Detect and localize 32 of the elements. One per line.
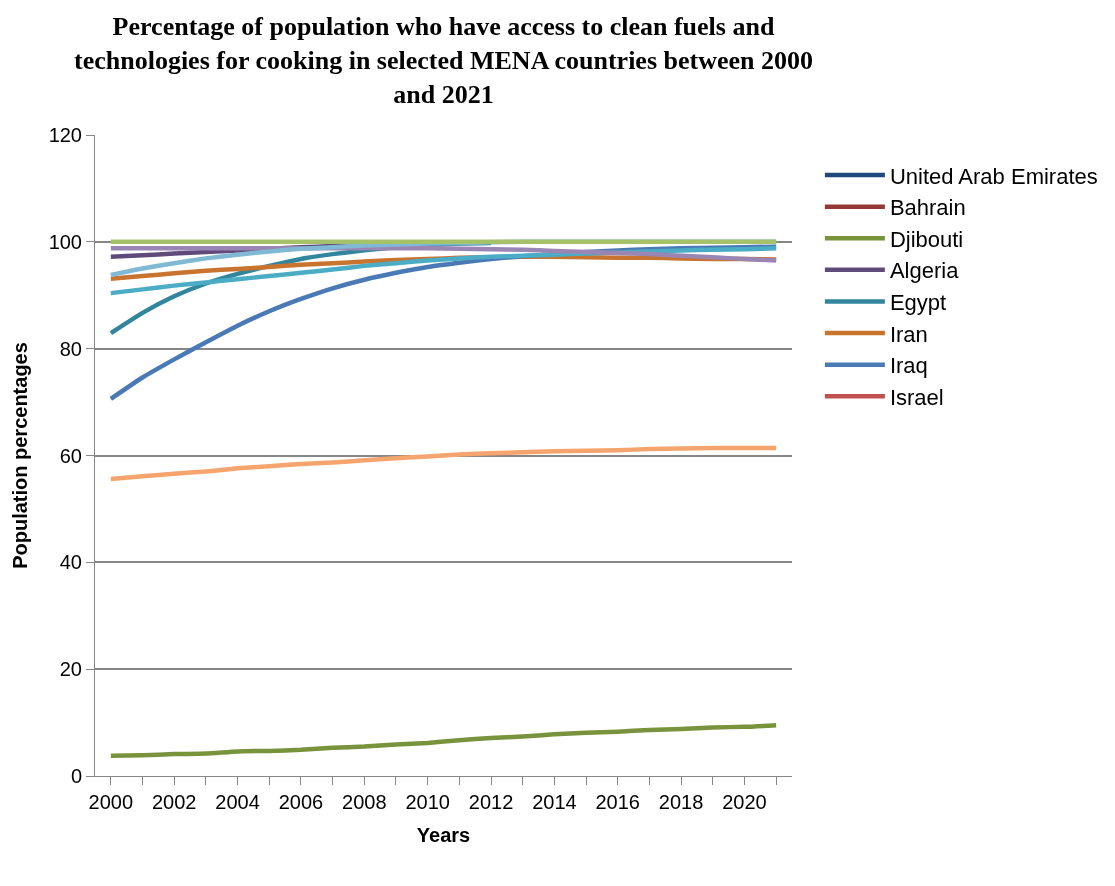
x-tick-label: 2018: [658, 791, 704, 813]
x-tick-label: 2014: [532, 791, 577, 813]
x-tick-label: 2004: [215, 791, 260, 813]
legend-label: Egypt: [889, 290, 947, 316]
legend-label: United Arab Emirates: [889, 163, 1098, 189]
legend-label: Israel: [889, 384, 944, 410]
y-tick-label: 120: [48, 124, 82, 146]
line-series: [108, 445, 779, 482]
x-axis-title: Years: [416, 823, 471, 846]
legend-label: Algeria: [889, 258, 960, 284]
x-tick-label: 2012: [468, 791, 514, 813]
x-tick-label: 2020: [722, 791, 767, 813]
x-tick-label: 2008: [342, 791, 387, 813]
legend-label: Iraq: [889, 353, 928, 379]
y-axis-title: Population percentages: [9, 342, 32, 569]
x-tick-label: 2002: [151, 791, 197, 813]
x-tick-label: 2016: [595, 791, 640, 813]
y-tick-label: 60: [59, 444, 82, 467]
y-tick-label: 40: [59, 551, 82, 574]
x-tick-label: 2010: [405, 791, 450, 813]
y-tick-label: 80: [59, 337, 82, 360]
line-series: [108, 245, 779, 296]
y-tick-label: 0: [70, 765, 82, 787]
x-tick-label: 2000: [88, 791, 134, 813]
legend-label: Djibouti: [889, 226, 964, 252]
y-tick-label: 100: [48, 230, 82, 253]
chart-title: Percentage of population who have access to clean fuels and technologies for cooking in selected MENA countries between 2000 and 2021: [74, 12, 813, 110]
legend-label: Iran: [889, 321, 928, 347]
line-series: [108, 723, 779, 758]
x-tick-label: 2006: [278, 791, 324, 813]
legend-label: Bahrain: [889, 195, 966, 221]
y-tick-label: 20: [59, 658, 82, 681]
